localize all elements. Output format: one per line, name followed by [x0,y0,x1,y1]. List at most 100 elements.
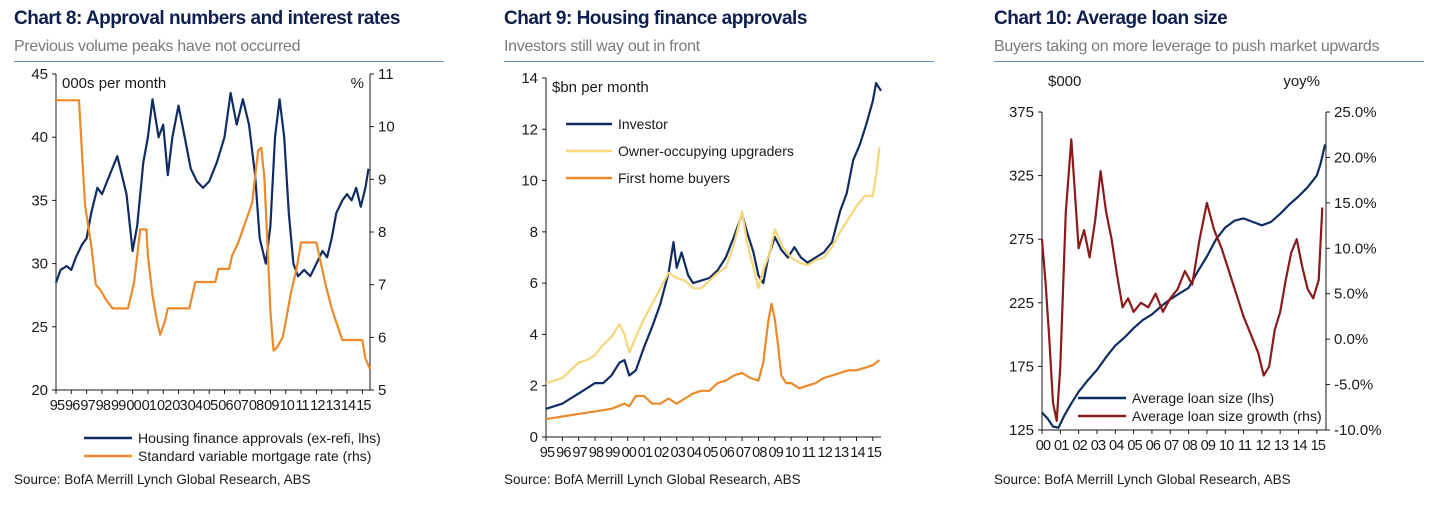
y-tick-label-right: 5 [378,382,386,399]
y-tick-label-left: 175 [1009,358,1034,375]
y-tick-label-left: 125 [1009,422,1034,439]
x-tick-label: 07 [736,445,751,461]
legend-label: First home buyers [618,170,730,186]
y-axis-label-left: 000s per month [62,75,166,92]
source-note: Source: BofA Merrill Lynch Global Resear… [14,472,311,487]
x-tick-label: 00 [621,445,636,461]
y-tick-label-left: 30 [31,256,48,273]
y-tick-label-left: 225 [1009,295,1034,312]
x-tick-label: 02 [1072,438,1087,454]
y-tick-label-left: 14 [521,70,538,87]
x-tick-label: 12 [310,398,325,414]
x-tick-label: 11 [802,445,816,461]
y-tick-label-right: 0.0% [1334,331,1368,348]
x-tick-label: 07 [234,398,249,414]
x-tick-label: 01 [638,445,653,461]
y-tick-label-right: 8 [378,224,386,241]
title-rule [994,61,1424,62]
legend-label: Housing finance approvals (ex-refi, lhs) [138,430,381,446]
x-tick-label: 01 [1054,438,1069,454]
y-tick-label-right: 7 [378,277,386,294]
x-tick-label: 03 [670,445,685,461]
series-line-owner-occupying-upgraders [545,147,881,385]
x-tick-label: 03 [1091,438,1106,454]
x-tick-label: 99 [111,398,126,414]
title-rule [504,61,934,62]
x-tick-label: 14 [341,398,356,414]
x-tick-label: 14 [1292,438,1307,454]
chart-10-plot: 375 325 275 225 175 125 25.0% 20.0% 15.0% 10.0% 5.… [1009,73,1382,454]
x-tick-label: 13 [1274,438,1289,454]
x-tick-label: 02 [654,445,669,461]
x-tick-label: 04 [1109,438,1124,454]
series-line-average-loan-size-growth-rhs [1040,138,1324,422]
y-tick-label-right: 10 [378,119,395,136]
x-tick-label: 06 [218,398,233,414]
chart-subtitle: Buyers taking on more leverage to push m… [994,38,1380,55]
x-tick-label: 04 [687,445,702,461]
y-tick-label-right: 25.0% [1334,104,1377,121]
chart-title: Chart 9: Housing finance approvals [504,8,807,29]
y-tick-label-left: 6 [530,275,538,292]
x-tick-label: 99 [605,445,620,461]
chart-title: Chart 10: Average loan size [994,8,1228,29]
y-axis-label-right: yoy% [1283,73,1320,90]
x-tick-label: 98 [96,398,111,414]
x-tick-label: 97 [572,445,587,461]
y-tick-label-right: 9 [378,171,386,188]
y-axis-label-left: $bn per month [552,79,649,96]
x-tick-label: 05 [1127,438,1142,454]
legend-label: Average loan size growth (rhs) [1132,408,1322,424]
chart-panel-9: Chart 9: Housing finance approvals Inves… [504,0,944,532]
y-tick-label-left: 40 [31,129,48,146]
x-tick-label: 95 [540,445,555,461]
x-tick-label: 09 [1201,438,1216,454]
y-tick-label-right: 11 [378,66,394,83]
x-tick-label: 14 [850,445,865,461]
y-tick-label-left: 0 [530,429,538,446]
x-tick-label: 05 [203,398,218,414]
x-tick-label: 13 [834,445,849,461]
x-tick-label: 09 [264,398,279,414]
series-line-average-loan-size-lhs [1041,144,1327,429]
source-note: Source: BofA Merrill Lynch Global Resear… [994,472,1291,487]
x-tick-label: 11 [295,398,309,414]
legend-label: Average loan size (lhs) [1132,390,1274,406]
x-tick-label: 10 [279,398,294,414]
x-tick-label: 08 [249,398,264,414]
x-tick-label: 02 [157,398,172,414]
legend-label: Investor [618,116,668,132]
y-tick-label-left: 35 [31,192,48,209]
y-tick-label-left: 25 [31,319,48,336]
series-line-first-home-buyers [545,302,881,421]
y-tick-label-left: 4 [530,326,538,343]
chart-panel-8: Chart 8: Approval numbers and interest r… [14,0,454,532]
series-line-standard-variable-mortgage-rate-rhs [56,99,372,370]
x-tick-label: 96 [65,398,80,414]
y-tick-label-right: 15.0% [1334,195,1377,212]
y-tick-label-right: 5.0% [1334,286,1368,303]
x-tick-label: 12 [1256,438,1271,454]
x-tick-label: 05 [703,445,718,461]
x-tick-label: 15 [1311,438,1326,454]
y-tick-label-left: 20 [31,382,48,399]
x-tick-label: 06 [1146,438,1161,454]
y-axis-label-right: % [351,75,364,92]
y-tick-label-left: 8 [530,224,538,241]
chart-subtitle: Previous volume peaks have not occurred [14,38,301,55]
y-tick-label-right: -10.0% [1334,422,1382,439]
x-tick-label: 13 [325,398,340,414]
y-tick-label-left: 45 [31,66,48,83]
x-tick-label: 10 [1219,438,1234,454]
series-line-housing-finance-approvals-ex-refi-lhs [54,91,370,283]
y-tick-label-left: 325 [1009,168,1034,185]
y-tick-label-left: 10 [521,173,538,190]
x-tick-label: 06 [719,445,734,461]
x-tick-label: 01 [142,398,157,414]
x-tick-label: 98 [589,445,604,461]
chart-subtitle: Investors still way out in front [504,38,700,55]
x-tick-label: 09 [769,445,784,461]
y-tick-label-left: 275 [1009,231,1034,248]
y-tick-label-left: 375 [1009,104,1034,121]
